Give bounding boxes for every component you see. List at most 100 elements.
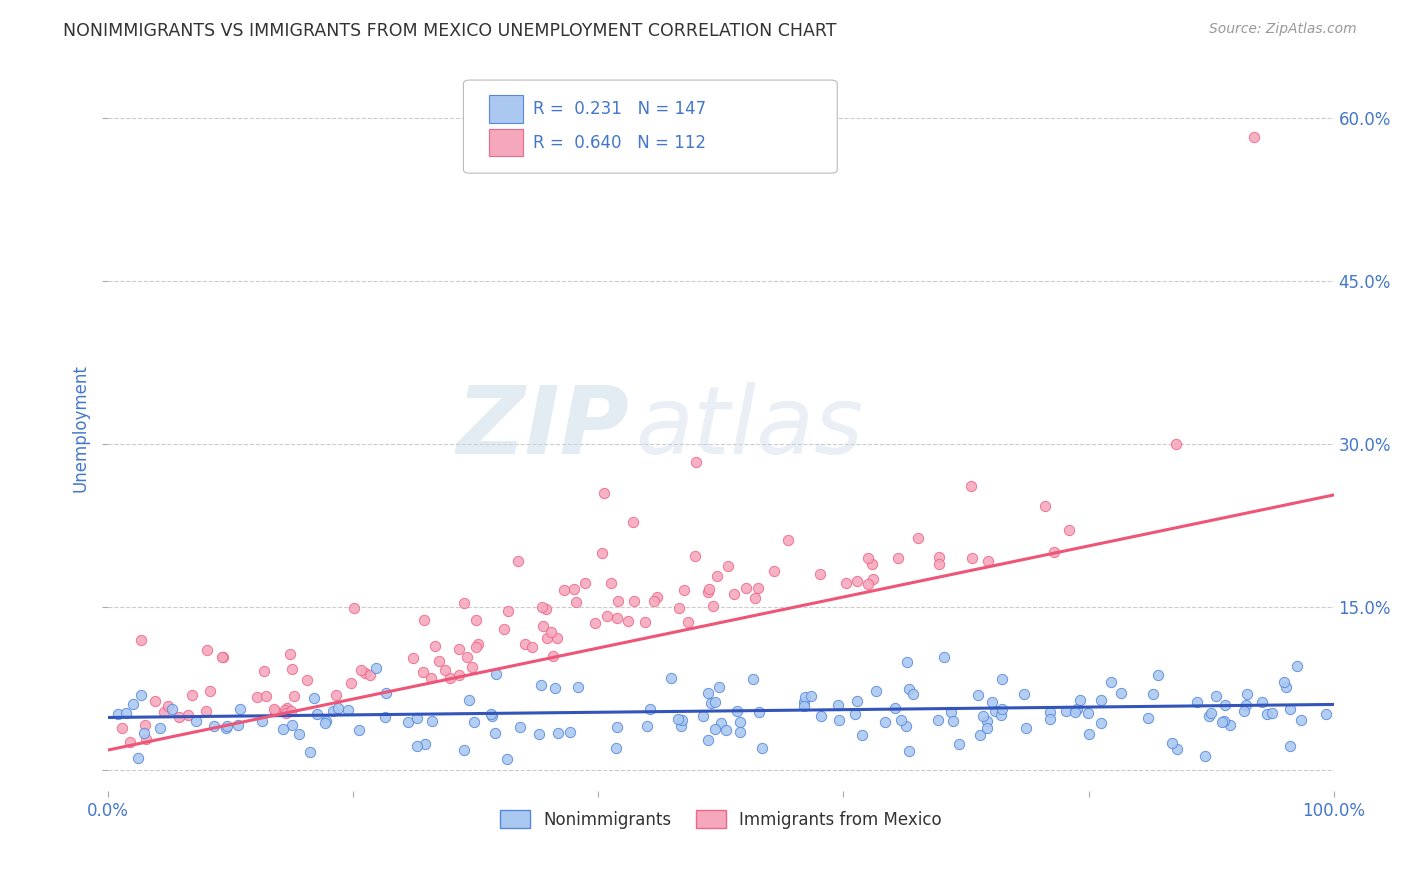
Point <box>966 688 988 702</box>
Point <box>1160 736 1182 750</box>
Point <box>562 582 585 597</box>
Point <box>374 686 396 700</box>
Point <box>274 703 297 717</box>
Point <box>406 739 429 753</box>
Point <box>297 673 319 688</box>
Point <box>748 706 770 720</box>
Point <box>456 649 478 664</box>
Point <box>638 702 661 716</box>
Point <box>307 706 329 721</box>
Bar <box>489 128 523 156</box>
Point <box>1077 706 1099 720</box>
Point <box>198 684 221 698</box>
Point <box>463 715 485 730</box>
Point <box>211 650 233 665</box>
Point <box>228 718 250 732</box>
Point <box>263 702 285 716</box>
Point <box>907 531 929 545</box>
Point <box>271 722 294 736</box>
Point <box>928 550 950 565</box>
Point <box>1194 748 1216 763</box>
Point <box>122 698 145 712</box>
Point <box>793 699 815 714</box>
Point <box>977 554 1000 568</box>
Point <box>536 631 558 645</box>
Point <box>991 673 1014 687</box>
Point <box>692 709 714 723</box>
Point <box>1219 717 1241 731</box>
Point <box>890 713 912 727</box>
Point <box>276 701 298 715</box>
Point <box>897 682 920 697</box>
Point <box>513 636 536 650</box>
Point <box>1054 705 1077 719</box>
Point <box>621 515 644 529</box>
Point <box>671 713 693 727</box>
Point <box>439 671 461 685</box>
Point <box>844 706 866 721</box>
Point <box>467 637 489 651</box>
Point <box>1279 739 1302 753</box>
Point <box>315 714 337 729</box>
Point <box>177 708 200 723</box>
Point <box>1069 692 1091 706</box>
Point <box>458 692 481 706</box>
Point <box>314 716 336 731</box>
Point <box>927 713 949 727</box>
Point <box>939 706 962 720</box>
Point <box>1064 705 1087 719</box>
Point <box>479 706 502 721</box>
Point <box>546 631 568 645</box>
Point <box>1039 705 1062 719</box>
Point <box>976 721 998 735</box>
Point <box>484 725 506 739</box>
Point <box>278 648 301 662</box>
Point <box>991 702 1014 716</box>
Point <box>413 737 436 751</box>
Point <box>666 712 689 726</box>
Point <box>856 577 879 591</box>
Legend: Nonimmigrants, Immigrants from Mexico: Nonimmigrants, Immigrants from Mexico <box>494 804 949 835</box>
Point <box>509 720 531 734</box>
Point <box>1014 688 1036 702</box>
Point <box>596 609 619 624</box>
Point <box>972 708 994 723</box>
Point <box>212 649 235 664</box>
Point <box>506 553 529 567</box>
Point <box>800 690 823 704</box>
Point <box>1164 437 1187 451</box>
Point <box>449 641 471 656</box>
Point <box>751 740 773 755</box>
Point <box>202 719 225 733</box>
Text: atlas: atlas <box>636 382 863 473</box>
Point <box>948 737 970 751</box>
Point <box>111 721 134 735</box>
Point <box>734 581 756 595</box>
Point <box>530 678 553 692</box>
Point <box>697 732 720 747</box>
Point <box>1137 711 1160 725</box>
Point <box>623 594 645 608</box>
Text: ZIP: ZIP <box>456 382 628 474</box>
Point <box>246 690 269 705</box>
Point <box>396 715 419 730</box>
Point <box>1285 659 1308 673</box>
Point <box>742 672 765 686</box>
Point <box>845 694 868 708</box>
Point <box>134 718 156 732</box>
Point <box>553 582 575 597</box>
Point <box>107 706 129 721</box>
Point <box>744 591 766 605</box>
Point <box>793 690 815 704</box>
Point <box>676 615 699 630</box>
Point <box>560 725 582 739</box>
Bar <box>489 95 523 123</box>
Point <box>928 557 950 571</box>
Point <box>1272 675 1295 690</box>
Point <box>851 728 873 742</box>
Point <box>704 695 727 709</box>
Text: Source: ZipAtlas.com: Source: ZipAtlas.com <box>1209 22 1357 37</box>
Point <box>349 663 371 677</box>
Point <box>485 666 508 681</box>
Point <box>934 649 956 664</box>
